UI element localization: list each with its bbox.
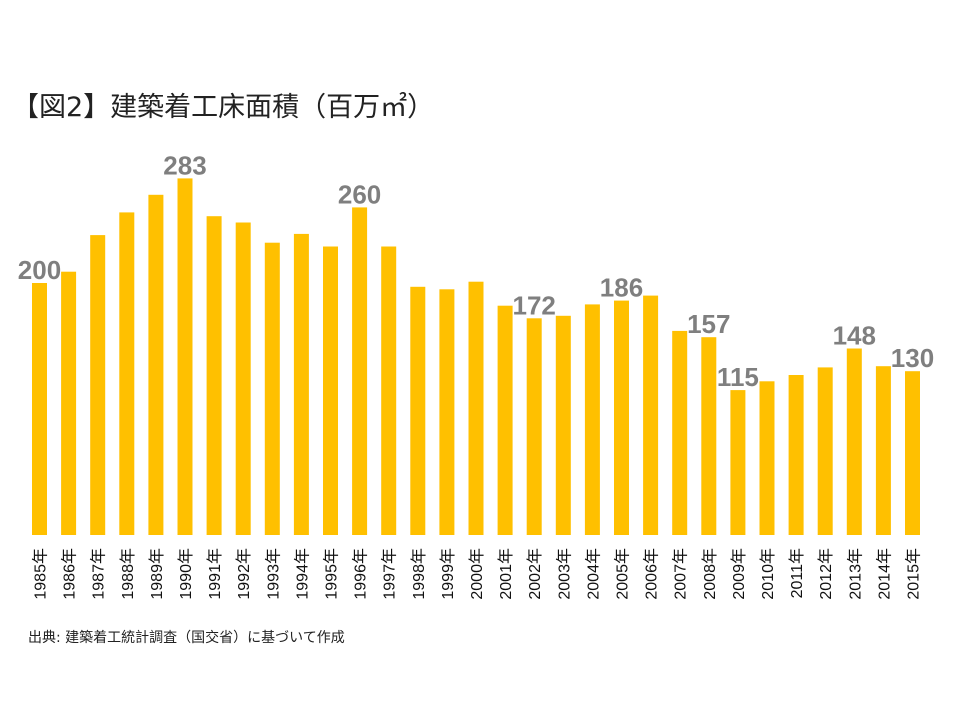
- bar-2012: [817, 367, 833, 535]
- bar-1998: [410, 286, 426, 535]
- bar-2009: [730, 390, 746, 535]
- bar-1996: [352, 207, 368, 535]
- x-tick-label-2008: 2008年: [701, 548, 719, 600]
- x-tick-label-2014: 2014年: [875, 548, 893, 600]
- bar-1993: [264, 242, 280, 535]
- x-tick-label-2011: 2011年: [788, 548, 806, 598]
- bar-2008: [701, 337, 717, 535]
- data-label-2009: 115: [717, 362, 759, 392]
- data-label-2005: 186: [600, 273, 643, 303]
- bar-1988: [119, 212, 135, 535]
- bar-2003: [555, 315, 571, 535]
- x-tick-label-1987: 1987年: [90, 548, 108, 600]
- bar-2015: [905, 371, 920, 535]
- x-tick-label-2015: 2015年: [905, 548, 923, 600]
- bar-2002: [526, 318, 542, 535]
- x-tick-label-1991: 1991年: [206, 548, 224, 600]
- x-tick-label-2001: 2001年: [497, 548, 515, 600]
- x-tick-label-1995: 1995年: [323, 548, 341, 600]
- bar-2011: [788, 375, 804, 535]
- bar-1989: [148, 194, 164, 536]
- bar-2000: [468, 281, 484, 535]
- x-tick-label-1990: 1990年: [177, 548, 195, 600]
- bar-2006: [643, 295, 659, 535]
- x-axis-labels: 1985年 1986年 1987年 1988年 1989年 1990年 1991年 1992年…: [32, 548, 923, 600]
- x-tick-label-1998: 1998年: [410, 548, 428, 600]
- data-labels-group: 200 283 260 172 186 157 115 148 130: [18, 150, 934, 392]
- x-tick-label-1989: 1989年: [148, 548, 166, 600]
- x-tick-label-1997: 1997年: [381, 548, 399, 600]
- data-label-1996: 260: [338, 179, 381, 209]
- bar-1986: [61, 271, 77, 535]
- bar-2014: [875, 366, 891, 535]
- bars-group: [32, 178, 920, 536]
- bar-1990: [177, 178, 193, 535]
- data-label-1990: 283: [163, 150, 206, 180]
- x-tick-label-2002: 2002年: [526, 548, 544, 600]
- bar-1987: [90, 235, 106, 535]
- bar-2013: [846, 348, 862, 535]
- x-tick-label-1993: 1993年: [264, 548, 282, 600]
- x-tick-label-2005: 2005年: [614, 548, 632, 600]
- data-label-2015: 130: [891, 343, 934, 373]
- bar-1991: [206, 216, 222, 535]
- bar-1985: [32, 283, 47, 535]
- x-tick-label-1994: 1994年: [293, 548, 311, 600]
- x-tick-label-1986: 1986年: [61, 548, 79, 600]
- bar-1997: [381, 246, 397, 535]
- x-tick-label-2003: 2003年: [555, 548, 573, 600]
- data-label-2013: 148: [833, 321, 876, 351]
- chart-title: 【図2】建築着工床面積（百万㎡）: [12, 92, 434, 123]
- x-tick-label-2010: 2010年: [759, 548, 777, 600]
- x-tick-label-2007: 2007年: [672, 548, 690, 600]
- x-tick-label-2000: 2000年: [468, 548, 486, 600]
- x-tick-label-1988: 1988年: [119, 548, 137, 600]
- x-tick-label-1985: 1985年: [32, 548, 50, 600]
- bar-1995: [323, 246, 338, 535]
- bar-2004: [584, 304, 600, 535]
- bar-2001: [497, 305, 513, 535]
- data-label-2008: 157: [687, 309, 730, 339]
- x-tick-label-2004: 2004年: [584, 548, 602, 600]
- data-label-2002: 172: [513, 290, 556, 320]
- bar-2007: [672, 330, 688, 535]
- x-tick-label-2013: 2013年: [846, 548, 864, 600]
- bar-1999: [439, 289, 455, 535]
- x-tick-label-2012: 2012年: [817, 548, 835, 600]
- bar-2005: [614, 300, 629, 535]
- x-tick-label-2009: 2009年: [730, 548, 748, 600]
- x-tick-label-1996: 1996年: [352, 548, 370, 600]
- x-tick-label-1999: 1999年: [439, 548, 457, 600]
- data-label-1985: 200: [18, 255, 61, 285]
- bar-1994: [293, 233, 309, 535]
- bar-2010: [759, 381, 775, 535]
- bar-1992: [235, 222, 251, 535]
- source-note: 出典: 建築着工統計調査（国交省）に基づいて作成: [28, 629, 345, 646]
- x-tick-label-1992: 1992年: [235, 548, 253, 600]
- x-tick-label-2006: 2006年: [643, 548, 661, 600]
